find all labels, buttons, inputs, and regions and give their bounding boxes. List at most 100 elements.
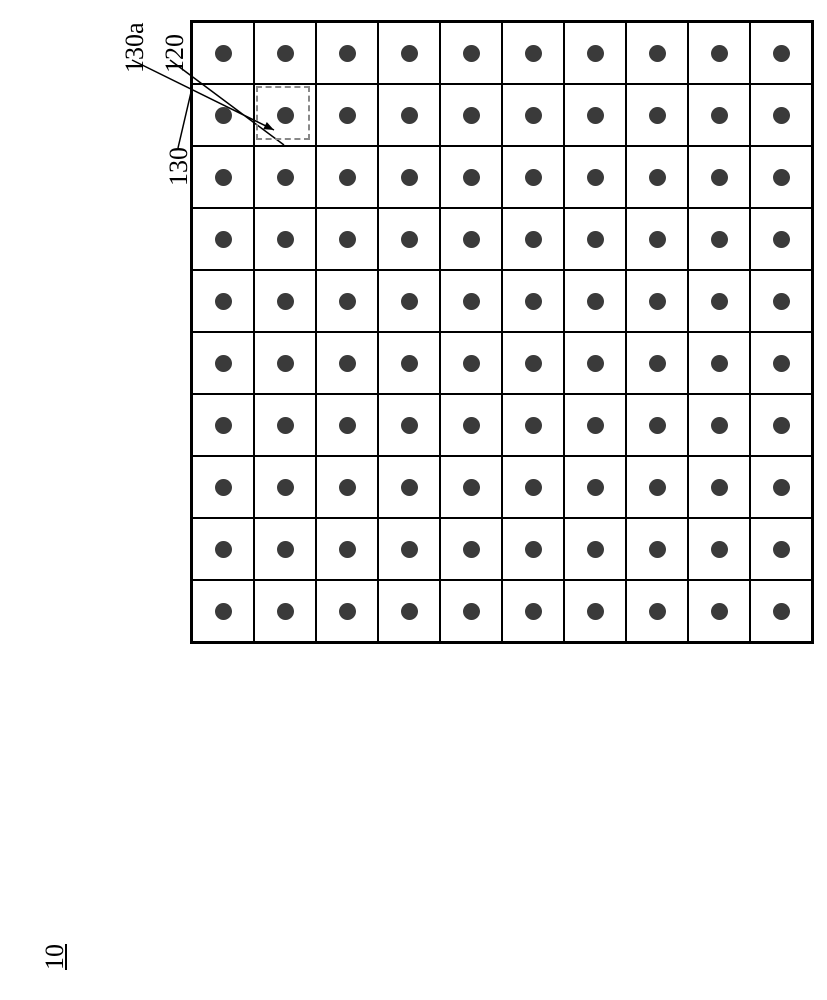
grid-cell	[626, 456, 688, 518]
grid-cell	[626, 270, 688, 332]
grid-cell	[440, 456, 502, 518]
grid-row	[192, 580, 812, 642]
dot-icon	[215, 107, 232, 124]
grid-cell	[626, 146, 688, 208]
dot-icon	[401, 479, 418, 496]
dot-icon	[649, 45, 666, 62]
grid-cell	[502, 518, 564, 580]
dot-icon	[525, 603, 542, 620]
grid-cell	[192, 22, 254, 84]
dot-icon	[525, 107, 542, 124]
dot-icon	[525, 231, 542, 248]
dot-icon	[215, 603, 232, 620]
grid-cell	[378, 22, 440, 84]
dot-icon	[525, 293, 542, 310]
grid-cell	[254, 22, 316, 84]
grid-cell	[378, 456, 440, 518]
dot-icon	[277, 417, 294, 434]
dot-icon	[463, 293, 480, 310]
grid-cell	[316, 456, 378, 518]
grid-cell	[192, 84, 254, 146]
grid-cell	[192, 270, 254, 332]
dot-icon	[587, 355, 604, 372]
dot-icon	[401, 355, 418, 372]
dot-icon	[215, 541, 232, 558]
dot-icon	[463, 45, 480, 62]
grid-cell	[688, 456, 750, 518]
dot-icon	[587, 45, 604, 62]
grid-cell	[440, 580, 502, 642]
dot-icon	[463, 603, 480, 620]
dot-icon	[215, 293, 232, 310]
grid-cell	[564, 270, 626, 332]
dot-icon	[711, 417, 728, 434]
dot-icon	[649, 417, 666, 434]
grid-cell	[192, 456, 254, 518]
dot-icon	[587, 479, 604, 496]
dot-icon	[277, 541, 294, 558]
grid-cell	[502, 456, 564, 518]
dot-icon	[587, 169, 604, 186]
dot-icon	[587, 293, 604, 310]
figure-label-10: 10	[40, 944, 70, 970]
dot-icon	[773, 355, 790, 372]
grid-cell	[564, 22, 626, 84]
dot-icon	[215, 231, 232, 248]
grid-cell	[192, 146, 254, 208]
dot-icon	[215, 169, 232, 186]
dot-icon	[649, 541, 666, 558]
dot-icon	[339, 169, 356, 186]
grid-cell	[192, 518, 254, 580]
grid-cell	[378, 84, 440, 146]
dot-icon	[711, 169, 728, 186]
dot-icon	[711, 231, 728, 248]
grid-cell	[688, 146, 750, 208]
dot-icon	[277, 45, 294, 62]
dot-icon	[277, 479, 294, 496]
dot-icon	[649, 479, 666, 496]
grid-cell	[750, 394, 812, 456]
grid-cell	[750, 146, 812, 208]
dot-icon	[525, 169, 542, 186]
figure-label-120: 120	[160, 34, 190, 73]
grid-row	[192, 456, 812, 518]
dot-icon	[277, 169, 294, 186]
grid-cell	[316, 580, 378, 642]
grid-cell	[564, 146, 626, 208]
dot-icon	[711, 355, 728, 372]
dot-icon	[339, 355, 356, 372]
grid-cell	[564, 518, 626, 580]
figure-label-130a: 130a	[120, 22, 150, 73]
grid-cell	[254, 456, 316, 518]
dot-icon	[649, 169, 666, 186]
dot-icon	[773, 541, 790, 558]
dot-icon	[339, 417, 356, 434]
grid-cell	[750, 332, 812, 394]
dot-icon	[773, 169, 790, 186]
dot-icon	[463, 541, 480, 558]
dot-icon	[773, 293, 790, 310]
dot-icon	[525, 479, 542, 496]
grid-row	[192, 146, 812, 208]
dot-icon	[339, 603, 356, 620]
grid-cell	[254, 270, 316, 332]
dot-icon	[711, 107, 728, 124]
grid-cell	[440, 394, 502, 456]
dot-icon	[277, 293, 294, 310]
grid-cell	[316, 208, 378, 270]
dot-icon	[215, 479, 232, 496]
grid-cell	[192, 580, 254, 642]
dot-icon	[525, 45, 542, 62]
grid-cell	[750, 580, 812, 642]
grid-cell	[502, 394, 564, 456]
dot-icon	[649, 355, 666, 372]
dot-icon	[401, 293, 418, 310]
grid-cell	[440, 208, 502, 270]
grid-cell	[254, 208, 316, 270]
grid-cell	[192, 394, 254, 456]
grid-cell	[378, 208, 440, 270]
grid-cell	[378, 146, 440, 208]
grid-cell	[316, 270, 378, 332]
grid-row	[192, 518, 812, 580]
grid-cell	[254, 394, 316, 456]
